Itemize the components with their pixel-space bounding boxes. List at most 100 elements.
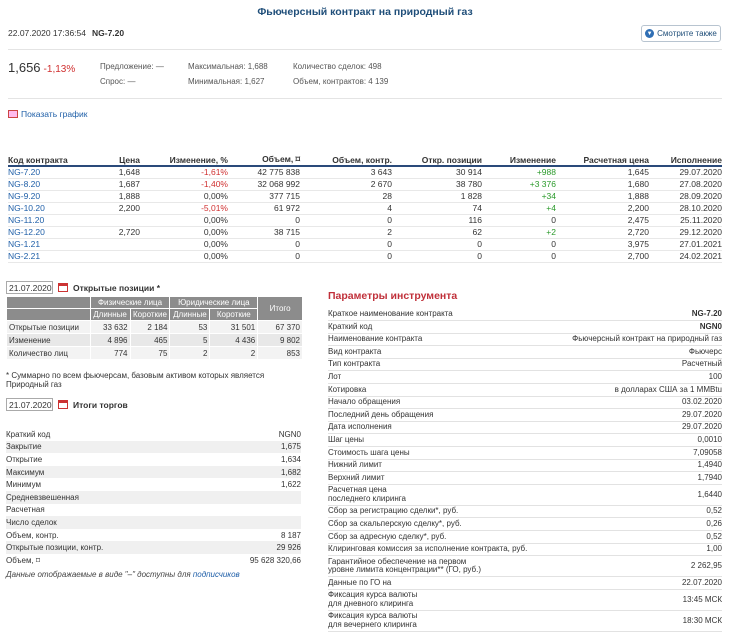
column-header[interactable]: Объем, ⌑	[228, 154, 300, 167]
table-cell: 2	[169, 346, 211, 360]
column-header[interactable]: Объем, контр.	[300, 154, 392, 167]
calendar-icon[interactable]	[58, 400, 68, 409]
contract-link[interactable]: NG-11.20	[8, 214, 78, 227]
table-row: Котировка в долларах США за 1 MMBtu	[328, 383, 722, 397]
table-row: NG-9.20 1,888 0,00% 377 715 28 1 828 +34 1,888 2…	[8, 190, 722, 203]
column-header[interactable]: Изменение	[482, 154, 556, 167]
table-cell: 22.07.2020	[552, 576, 722, 590]
subscribers-link[interactable]: подписчиков	[192, 570, 240, 579]
table-cell: 2	[209, 346, 259, 360]
column-header[interactable]: Исполнение	[649, 154, 722, 167]
table-cell: 1,675	[199, 440, 301, 454]
price-change: -1,13%	[43, 64, 76, 75]
table-cell: Краткий код	[6, 429, 51, 439]
oi-long-header: Длинные	[169, 308, 211, 321]
table-cell: 61 972	[228, 202, 300, 215]
table-row: Вид контракта Фьючерс	[328, 345, 722, 359]
table-cell: NGN0	[552, 320, 722, 334]
show-chart-link[interactable]: Показать график	[8, 109, 88, 119]
contract-link[interactable]: NG-1.21	[8, 238, 78, 251]
table-cell: 1,622	[280, 480, 301, 490]
contracts-table: Код контракта Цена Изменение, % Объем, ⌑ Объ…	[8, 154, 722, 263]
table-row: Расчетная цена последнего клиринга 1,6440	[328, 484, 722, 506]
contract-link[interactable]: NG-9.20	[8, 190, 78, 203]
oi-date-input[interactable]: 21.07.2020	[6, 281, 53, 294]
table-cell: 0,52	[552, 530, 722, 544]
table-cell: 32 068 992	[228, 178, 300, 191]
table-row: NG-2.21 0,00% 0 0 0 0 2,700 24.02.2021	[8, 250, 722, 263]
table-row: Гарантийное обеспечение на первом уровне…	[328, 555, 722, 578]
table-cell: 4 436	[209, 333, 259, 347]
table-cell: 1,6440	[552, 484, 722, 506]
table-cell: Расчетная	[6, 505, 45, 515]
column-header[interactable]: Расчетная цена	[556, 154, 649, 167]
table-cell: 853	[257, 346, 303, 360]
contract-link[interactable]: NG-7.20	[8, 166, 78, 179]
table-cell: 1,645	[556, 166, 649, 179]
table-cell: Открытие	[6, 454, 43, 464]
column-header[interactable]: Изменение, %	[140, 154, 228, 167]
table-cell: 3 643	[300, 166, 392, 179]
table-row: Последний день обращения 29.07.2020	[328, 408, 722, 422]
table-cell: 74	[392, 202, 482, 215]
table-cell: 27.08.2020	[649, 178, 722, 191]
table-cell: 0,00%	[140, 226, 228, 239]
table-cell: Шаг цены	[328, 433, 553, 448]
params-table: Краткое наименование контракта NG-7.20 Кра…	[328, 308, 722, 632]
table-cell: 0,52	[552, 505, 722, 519]
table-row: NG-8.20 1,687 -1,40% 32 068 992 2 670 38 780 +…	[8, 178, 722, 191]
table-cell: 8 187	[280, 530, 301, 540]
table-cell: Стоимость шага цены	[328, 446, 553, 460]
table-cell: 27.01.2021	[649, 238, 722, 251]
table-cell: +4	[482, 202, 556, 215]
table-row: NG-10.20 2,200 -5,01% 61 972 4 74 +4 2,200 28.10…	[8, 202, 722, 215]
oi-header: 21.07.2020 Открытые позиции *	[6, 281, 160, 294]
table-row: Фиксация курса валюты для вечернего клир…	[328, 610, 722, 632]
column-header[interactable]: Код контракта	[8, 154, 78, 167]
table-cell: Гарантийное обеспечение на первом уровне…	[328, 555, 553, 578]
table-cell: 2,720	[78, 226, 140, 239]
table-cell: +3 376	[482, 178, 556, 191]
table-cell: 465	[129, 333, 171, 347]
table-cell: 1,4940	[552, 459, 722, 473]
table-cell: 31 501	[209, 320, 259, 334]
table-cell: Минимум	[6, 480, 42, 490]
table-row: NG-7.20 1,648 -1,61% 42 775 838 3 643 30 914 +…	[8, 166, 722, 179]
column-header[interactable]: Откр. позиции	[392, 154, 482, 167]
table-row: Открытые позиции, контр. 29 926	[6, 541, 301, 554]
table-cell: Сбор за адресную сделку*, руб.	[328, 530, 553, 544]
table-cell: Объем, контр.	[6, 530, 59, 540]
table-cell: 62	[392, 226, 482, 239]
table-cell: Последний день обращения	[328, 408, 553, 422]
table-cell: 0	[392, 238, 482, 251]
table-cell: 2 184	[129, 320, 171, 334]
table-cell: 67 370	[257, 320, 303, 334]
divider	[8, 98, 722, 99]
divider	[8, 49, 722, 50]
table-cell: 53	[169, 320, 211, 334]
table-cell: 1,634	[280, 454, 301, 464]
table-row: Лот 100	[328, 370, 722, 385]
contract-link[interactable]: NG-8.20	[8, 178, 78, 191]
oi-title: Открытые позиции *	[73, 282, 161, 293]
table-cell: 0,26	[552, 517, 722, 531]
table-cell: Лот	[328, 370, 553, 385]
table-cell	[78, 250, 140, 263]
column-header[interactable]: Цена	[78, 154, 140, 167]
see-also-button[interactable]: ▼ Смотрите также	[641, 25, 721, 42]
oi-phys-header: Физические лица	[89, 296, 171, 309]
calendar-icon[interactable]	[58, 283, 68, 292]
table-cell: Данные по ГО на	[328, 576, 553, 590]
table-row: Краткое наименование контракта NG-7.20	[328, 308, 722, 322]
contract-link[interactable]: NG-12.20	[8, 226, 78, 239]
table-cell: Фьючерс	[552, 345, 722, 359]
table-row: Дата исполнения 29.07.2020	[328, 421, 722, 435]
table-cell: Нижний лимит	[328, 459, 553, 473]
offer: Предложение: —	[100, 62, 164, 71]
table-cell: Фиксация курса валюты для вечернего клир…	[328, 610, 553, 632]
trades-date-input[interactable]: 21.07.2020	[6, 398, 53, 411]
contract-link[interactable]: NG-2.21	[8, 250, 78, 263]
table-cell: 0	[392, 250, 482, 263]
contract-code: NG-7.20	[92, 28, 125, 38]
contract-link[interactable]: NG-10.20	[8, 202, 78, 215]
